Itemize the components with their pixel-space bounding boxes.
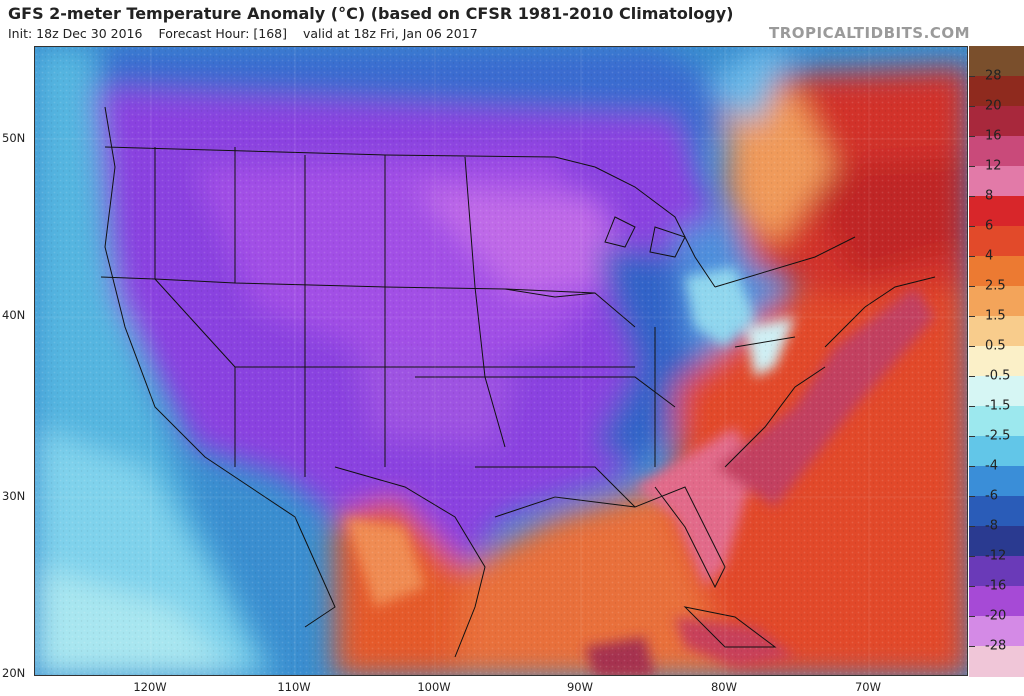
colorbar-tick [969, 556, 975, 557]
colorbar-tick [969, 646, 975, 647]
texture-overlay [35, 47, 967, 675]
lat-label-30n: 30N [2, 489, 26, 503]
graticule [35, 47, 967, 675]
colorbar-tick [969, 376, 975, 377]
forecast-hour: Forecast Hour: [168] [158, 26, 288, 41]
lon-label-100w: 100W [417, 680, 451, 694]
lon-label-110w: 110W [277, 680, 311, 694]
colorbar-label: -20 [985, 608, 1007, 624]
lon-label-120w: 120W [133, 680, 167, 694]
colorbar-label: 28 [985, 68, 1002, 84]
colorbar-swatch [969, 526, 1024, 557]
colorbar-swatch [969, 376, 1024, 407]
colorbar-label: 8 [985, 188, 994, 204]
colorbar-swatch [969, 166, 1024, 197]
lat-label-50n: 50N [2, 131, 26, 145]
site-watermark: TROPICALTIDBITS.COM [769, 24, 970, 42]
colorbar-label: -28 [985, 638, 1007, 654]
colorbar-tick [969, 106, 975, 107]
colorbar-label: 1.5 [985, 308, 1006, 324]
colorbar-tick [969, 586, 975, 587]
colorbar-tick [969, 496, 975, 497]
colorbar-label: 20 [985, 98, 1002, 114]
colorbar-label: -8 [985, 518, 998, 534]
colorbar-swatch [969, 76, 1024, 107]
colorbar-label: 2.5 [985, 278, 1006, 294]
colorbar-tick [969, 526, 975, 527]
colorbar-swatch [969, 136, 1024, 167]
colorbar-swatch [969, 466, 1024, 497]
colorbar-label: 6 [985, 218, 994, 234]
lat-label-40n: 40N [2, 308, 26, 322]
map-header: GFS 2-meter Temperature Anomaly (°C) (ba… [0, 0, 1024, 46]
map-title: GFS 2-meter Temperature Anomaly (°C) (ba… [8, 4, 734, 23]
lon-label-70w: 70W [854, 680, 882, 694]
colorbar-swatch [969, 106, 1024, 137]
colorbar-swatch [969, 616, 1024, 647]
valid-time: valid at 18z Fri, Jan 06 2017 [303, 26, 478, 41]
colorbar-tick [969, 286, 975, 287]
colorbar-tick [969, 346, 975, 347]
colorbar-label: 12 [985, 158, 1002, 174]
colorbar-label: -16 [985, 578, 1007, 594]
boundary-lines [100, 106, 936, 658]
colorbar-tick [969, 406, 975, 407]
colorbar-tick [969, 616, 975, 617]
colorbar-tick [969, 166, 975, 167]
colorbar-tick [969, 136, 975, 137]
colorbar-label: 0.5 [985, 338, 1006, 354]
colorbar-tick [969, 226, 975, 227]
colorbar-tick [969, 76, 975, 77]
colorbar-swatch [969, 436, 1024, 467]
colorbar-label: -12 [985, 548, 1007, 564]
colorbar-swatch [969, 316, 1024, 347]
colorbar-label: -2.5 [985, 428, 1011, 444]
anomaly-map [34, 46, 968, 676]
colorbar-swatch [969, 286, 1024, 317]
anomaly-colorbar: 28 20 16 12 8 6 4 2.5 1.5 0.5 -0.5 -1.5 -2.5 -4 -6 -8 -1… [969, 46, 1024, 677]
colorbar-swatch [969, 496, 1024, 527]
lon-label-90w: 90W [566, 680, 594, 694]
colorbar-swatch [969, 586, 1024, 617]
colorbar-swatch [969, 556, 1024, 587]
colorbar-tick [969, 256, 975, 257]
colorbar-label: -0.5 [985, 368, 1011, 384]
colorbar-swatch [969, 196, 1024, 227]
colorbar-tick [969, 196, 975, 197]
run-info: Init: 18z Dec 30 2016 Forecast Hour: [16… [8, 26, 490, 41]
colorbar-label: -6 [985, 488, 998, 504]
colorbar-swatch [969, 646, 1024, 677]
colorbar-tick [969, 316, 975, 317]
colorbar-swatch [969, 256, 1024, 287]
colorbar-swatch [969, 346, 1024, 377]
init-time: Init: 18z Dec 30 2016 [8, 26, 143, 41]
colorbar-swatch [969, 406, 1024, 437]
colorbar-swatch [969, 226, 1024, 257]
colorbar-label: 16 [985, 128, 1002, 144]
colorbar-tick [969, 436, 975, 437]
colorbar-label: 4 [985, 248, 994, 264]
colorbar-swatch [969, 46, 1024, 77]
lat-label-20n: 20N [2, 666, 26, 680]
colorbar-tick [969, 466, 975, 467]
map-canvas [35, 47, 967, 675]
colorbar-label: -1.5 [985, 398, 1011, 414]
colorbar-label: -4 [985, 458, 998, 474]
lon-label-80w: 80W [710, 680, 738, 694]
